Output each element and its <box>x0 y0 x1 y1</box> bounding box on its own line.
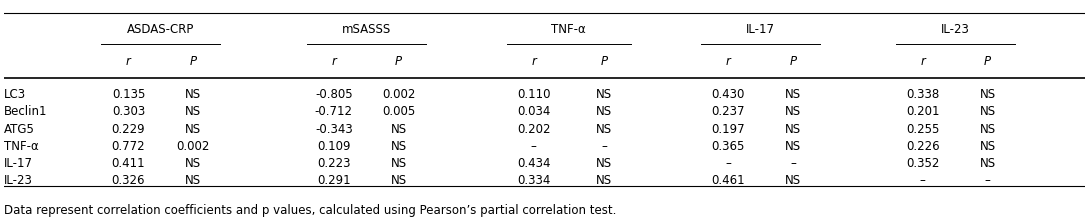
Text: -0.343: -0.343 <box>315 123 353 136</box>
Text: 0.110: 0.110 <box>517 88 550 101</box>
Text: 0.461: 0.461 <box>711 174 745 187</box>
Text: IL-23: IL-23 <box>4 174 33 187</box>
Text: P: P <box>790 55 797 68</box>
Text: NS: NS <box>596 174 612 187</box>
Text: 0.411: 0.411 <box>112 157 145 170</box>
Text: 0.255: 0.255 <box>906 123 940 136</box>
Text: Beclin1: Beclin1 <box>4 105 48 118</box>
Text: r: r <box>126 55 131 68</box>
Text: 0.226: 0.226 <box>906 140 940 153</box>
Text: P: P <box>600 55 608 68</box>
Text: NS: NS <box>979 105 995 118</box>
Text: NS: NS <box>185 174 201 187</box>
Text: ATG5: ATG5 <box>4 123 35 136</box>
Text: –: – <box>601 140 607 153</box>
Text: –: – <box>725 157 731 170</box>
Text: ASDAS-CRP: ASDAS-CRP <box>127 23 195 36</box>
Text: NS: NS <box>391 157 406 170</box>
Text: 0.109: 0.109 <box>317 140 351 153</box>
Text: 0.772: 0.772 <box>112 140 145 153</box>
Text: –: – <box>984 174 991 187</box>
Text: Data represent correlation coefficients and p values, calculated using Pearson’s: Data represent correlation coefficients … <box>4 204 616 217</box>
Text: 0.303: 0.303 <box>112 105 145 118</box>
Text: IL-23: IL-23 <box>941 23 969 36</box>
Text: 0.352: 0.352 <box>906 157 940 170</box>
Text: NS: NS <box>596 105 612 118</box>
Text: NS: NS <box>185 105 201 118</box>
Text: –: – <box>791 157 796 170</box>
Text: 0.002: 0.002 <box>382 88 415 101</box>
Text: NS: NS <box>391 123 406 136</box>
Text: NS: NS <box>596 157 612 170</box>
Text: NS: NS <box>785 105 802 118</box>
Text: -0.805: -0.805 <box>315 88 353 101</box>
Text: NS: NS <box>185 123 201 136</box>
Text: NS: NS <box>785 88 802 101</box>
Text: 0.365: 0.365 <box>711 140 745 153</box>
Text: –: – <box>920 174 926 187</box>
Text: NS: NS <box>785 174 802 187</box>
Text: 0.005: 0.005 <box>382 105 415 118</box>
Text: TNF-α: TNF-α <box>4 140 39 153</box>
Text: r: r <box>725 55 731 68</box>
Text: NS: NS <box>979 123 995 136</box>
Text: 0.338: 0.338 <box>906 88 940 101</box>
Text: 0.326: 0.326 <box>112 174 145 187</box>
Text: NS: NS <box>785 123 802 136</box>
Text: 0.237: 0.237 <box>711 105 745 118</box>
Text: 0.034: 0.034 <box>517 105 550 118</box>
Text: r: r <box>531 55 536 68</box>
Text: 0.201: 0.201 <box>906 105 940 118</box>
Text: 0.334: 0.334 <box>517 174 550 187</box>
Text: NS: NS <box>979 140 995 153</box>
Text: P: P <box>395 55 402 68</box>
Text: TNF-α: TNF-α <box>551 23 586 36</box>
Text: NS: NS <box>185 88 201 101</box>
Text: 0.197: 0.197 <box>711 123 745 136</box>
Text: 0.135: 0.135 <box>112 88 145 101</box>
Text: 0.434: 0.434 <box>517 157 550 170</box>
Text: 0.223: 0.223 <box>317 157 351 170</box>
Text: NS: NS <box>391 140 406 153</box>
Text: 0.229: 0.229 <box>112 123 145 136</box>
Text: 0.002: 0.002 <box>176 140 210 153</box>
Text: IL-17: IL-17 <box>4 157 33 170</box>
Text: NS: NS <box>785 140 802 153</box>
Text: NS: NS <box>185 157 201 170</box>
Text: 0.291: 0.291 <box>317 174 351 187</box>
Text: NS: NS <box>979 157 995 170</box>
Text: P: P <box>984 55 991 68</box>
Text: LC3: LC3 <box>4 88 26 101</box>
Text: –: – <box>530 140 537 153</box>
Text: P: P <box>189 55 197 68</box>
Text: NS: NS <box>596 123 612 136</box>
Text: NS: NS <box>596 88 612 101</box>
Text: r: r <box>331 55 337 68</box>
Text: 0.202: 0.202 <box>517 123 550 136</box>
Text: IL-17: IL-17 <box>746 23 775 36</box>
Text: NS: NS <box>979 88 995 101</box>
Text: 0.430: 0.430 <box>711 88 745 101</box>
Text: mSASSS: mSASSS <box>342 23 391 36</box>
Text: -0.712: -0.712 <box>315 105 353 118</box>
Text: r: r <box>920 55 926 68</box>
Text: NS: NS <box>391 174 406 187</box>
